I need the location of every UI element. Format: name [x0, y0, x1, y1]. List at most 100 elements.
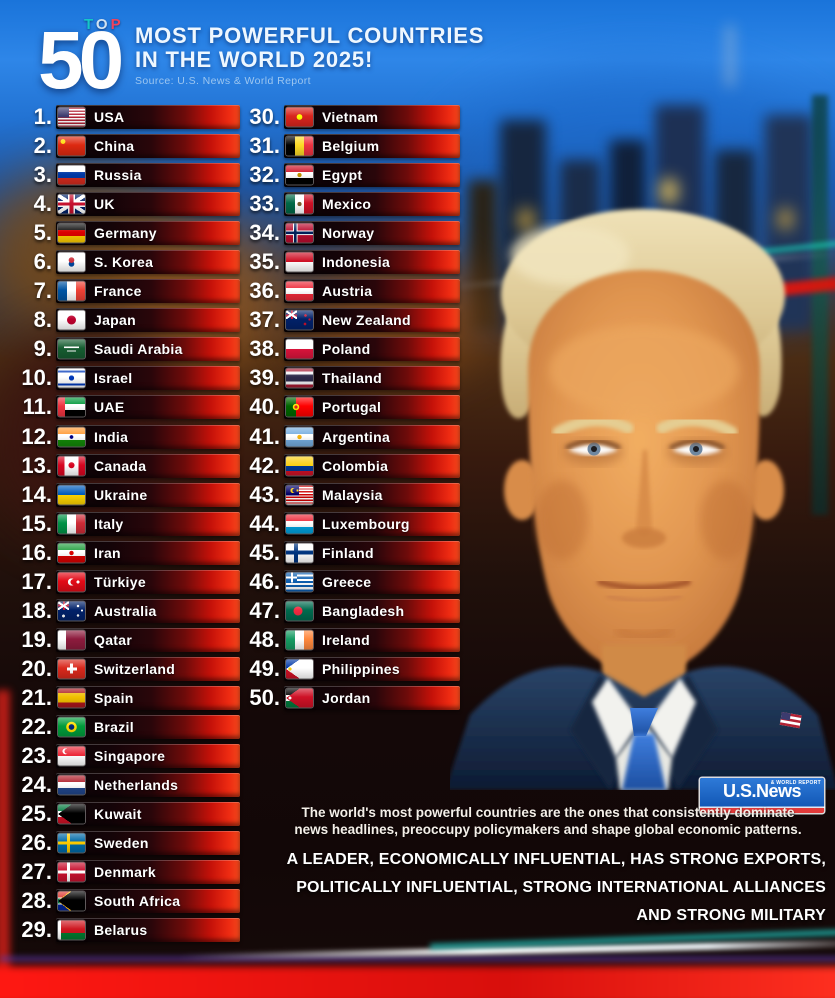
country-name: Singapore [94, 748, 166, 765]
rank-bar: Israel [56, 366, 240, 391]
brazil-flag-icon [58, 717, 85, 737]
rank-bar: Greece [284, 569, 460, 594]
usnews-logo-text: U.S.News [722, 781, 802, 801]
rank-number: 12. [21, 423, 52, 449]
rank-bar: USA [56, 105, 240, 129]
country-name: Switzerland [94, 660, 176, 677]
list-item: 26. Sweden [10, 830, 240, 856]
list-item: 45. Finland [242, 540, 460, 565]
country-name: Portugal [322, 399, 382, 416]
rank-number: 31. [249, 133, 280, 159]
rank-number: 4. [33, 191, 52, 217]
country-name: Spain [94, 689, 134, 706]
country-name: Luxembourg [322, 515, 410, 532]
list-item: 44. Luxembourg [242, 510, 460, 536]
country-name: India [94, 428, 129, 445]
rank-number: 7. [33, 278, 52, 304]
list-item: 18. Australia [10, 598, 240, 623]
rank-number: 10. [21, 365, 52, 391]
rank-number: 35. [249, 249, 280, 275]
rank-bar: Vietnam [284, 105, 460, 129]
list-item: 6. S. Korea [10, 250, 240, 275]
poland-flag-icon [286, 339, 313, 359]
portugal-flag-icon [286, 397, 313, 417]
rank-bar: Bangladesh [284, 598, 460, 623]
list-item: 30. Vietnam [242, 105, 460, 129]
list-item: 48. Ireland [242, 627, 460, 652]
country-name: Indonesia [322, 254, 391, 271]
italy-flag-icon [58, 514, 85, 534]
rank-bar: Iran [56, 540, 240, 565]
country-name: Italy [94, 515, 124, 532]
list-item: 7. France [10, 278, 240, 304]
rank-bar: Malaysia [284, 482, 460, 507]
country-name: Canada [94, 457, 147, 474]
country-name: Egypt [322, 167, 363, 184]
list-item: 21. Spain [10, 684, 240, 710]
list-item: 5. Germany [10, 220, 240, 246]
country-name: Philippines [322, 660, 400, 677]
norway-flag-icon [286, 223, 313, 243]
country-name: Belgium [322, 138, 380, 155]
israel-flag-icon [58, 368, 85, 388]
rank-number: 41. [249, 423, 280, 449]
top-letter: T [84, 16, 96, 33]
rank-number: 15. [21, 510, 52, 536]
rank-number: 8. [33, 307, 52, 333]
rank-number: 43. [249, 481, 280, 507]
rank-bar: Ireland [284, 627, 460, 652]
country-name: Greece [322, 573, 372, 590]
rank-number: 14. [21, 481, 52, 507]
country-name: Kuwait [94, 806, 142, 823]
rank-number: 44. [249, 510, 280, 536]
criteria-line-3: AND STRONG MILITARY [636, 907, 826, 924]
rank-number: 17. [21, 568, 52, 594]
list-item: 20. Switzerland [10, 655, 240, 681]
rank-bar: Thailand [284, 366, 460, 391]
rank-bar: Finland [284, 540, 460, 565]
list-item: 9. Saudi Arabia [10, 337, 240, 362]
ukraine-flag-icon [58, 485, 85, 505]
bottom-red-band [0, 966, 835, 998]
rank-number: 5. [33, 220, 52, 246]
rank-number: 20. [21, 655, 52, 681]
description-line-2: news headlines, preoccupy policymakers a… [294, 822, 802, 837]
country-name: UAE [94, 399, 125, 416]
germany-flag-icon [58, 223, 85, 243]
rank-number: 46. [249, 568, 280, 594]
list-item: 22. Brazil [10, 714, 240, 739]
rank-number: 26. [21, 830, 52, 856]
country-name: Netherlands [94, 777, 179, 794]
list-item: 11. UAE [10, 395, 240, 420]
rank-bar: Russia [56, 163, 240, 188]
country-name: South Africa [94, 893, 181, 910]
colombia-flag-icon [286, 456, 313, 476]
list-item: 24. Netherlands [10, 773, 240, 798]
rank-bar: Belgium [284, 134, 460, 159]
rank-number: 37. [249, 307, 280, 333]
country-name: Jordan [322, 689, 371, 706]
rank-bar: Spain [56, 685, 240, 710]
mexico-flag-icon [286, 194, 313, 214]
bottom-white-streak [179, 940, 835, 961]
rank-bar: Switzerland [56, 656, 240, 681]
list-item: 29. Belarus [10, 918, 240, 943]
usnews-logo-red-stripe [700, 808, 824, 813]
country-name: France [94, 283, 142, 300]
ranking-column-30-50: 30. Vietnam 31. Belgium 32. Egypt 33. Me… [242, 105, 460, 715]
uk-flag-icon [58, 194, 85, 214]
top-letter: O [95, 16, 111, 33]
country-name: Argentina [322, 428, 391, 445]
argentina-flag-icon [286, 427, 313, 447]
country-name: Brazil [94, 718, 134, 735]
rank-number: 27. [21, 859, 52, 885]
rank-number: 2. [33, 133, 52, 159]
list-item: 14. Ukraine [10, 481, 240, 507]
rank-bar: Canada [56, 453, 240, 478]
rank-bar: Poland [284, 337, 460, 362]
indonesia-flag-icon [286, 252, 313, 272]
belarus-flag-icon [58, 920, 85, 940]
rank-number: 21. [21, 684, 52, 710]
rank-bar: Jordan [284, 685, 460, 710]
list-item: 36. Austria [242, 279, 460, 304]
